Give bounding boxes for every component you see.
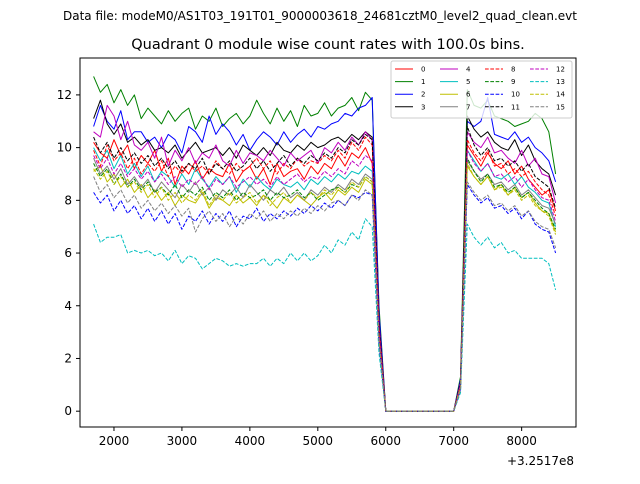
plot-frame (79, 57, 577, 428)
series-line-14 (93, 162, 557, 412)
legend-label-11: 11 (511, 103, 520, 111)
series-line-2 (93, 97, 557, 412)
x-tick-label: 7000 (438, 434, 469, 448)
x-tick-label: 2000 (99, 434, 130, 448)
axes-group: 2000 3000 4000 5000 6000 7000 8000 0 2 4 6 8 10 12 (57, 88, 537, 448)
suptitle: Data file: modeM0/AS1T03_191T01_90000036… (63, 9, 577, 23)
legend-label-1: 1 (421, 78, 425, 86)
series-line-13 (93, 218, 557, 412)
series-line-15 (93, 176, 557, 412)
legend-box (390, 60, 573, 119)
y-tick-label: 6 (64, 246, 72, 260)
series-line-3 (93, 99, 557, 412)
legend-label-4: 4 (466, 66, 471, 74)
legend-label-2: 2 (421, 91, 425, 99)
series-line-0 (93, 139, 557, 412)
series-line-12 (93, 149, 557, 412)
x-tick-label: 5000 (303, 434, 334, 448)
legend-label-8: 8 (511, 66, 515, 74)
series-line-11 (93, 126, 557, 412)
x-tick-label: 4000 (235, 434, 266, 448)
x-tick-label: 6000 (370, 434, 401, 448)
legend-label-3: 3 (421, 103, 425, 111)
legend-label-14: 14 (556, 91, 565, 99)
series-line-10 (93, 184, 557, 412)
x-tick-label: 8000 (506, 434, 537, 448)
y-tick-label: 8 (64, 193, 72, 207)
legend-label-10: 10 (511, 91, 520, 99)
series-line-5 (93, 147, 557, 412)
legend-label-0: 0 (421, 66, 425, 74)
legend-label-13: 13 (556, 78, 565, 86)
y-tick-label: 10 (57, 141, 72, 155)
chart-title: Quadrant 0 module wise count rates with … (131, 37, 525, 53)
y-tick-label: 4 (64, 299, 72, 313)
legend-label-9: 9 (511, 78, 515, 86)
series-line-4 (93, 104, 557, 412)
legend-label-7: 7 (466, 103, 470, 111)
legend-label-12: 12 (556, 66, 565, 74)
y-tick-label: 0 (64, 404, 72, 418)
x-tick-label: 3000 (167, 434, 198, 448)
series-line-8 (93, 136, 557, 412)
x-offset-label: +3.2517e8 (507, 454, 574, 468)
y-tick-label: 12 (57, 88, 72, 102)
series-group (93, 76, 557, 412)
y-tick-label: 2 (64, 351, 72, 365)
legend-label-15: 15 (556, 103, 565, 111)
legend-label-5: 5 (466, 78, 470, 86)
series-line-9 (93, 157, 557, 412)
legend-label-6: 6 (466, 91, 471, 99)
